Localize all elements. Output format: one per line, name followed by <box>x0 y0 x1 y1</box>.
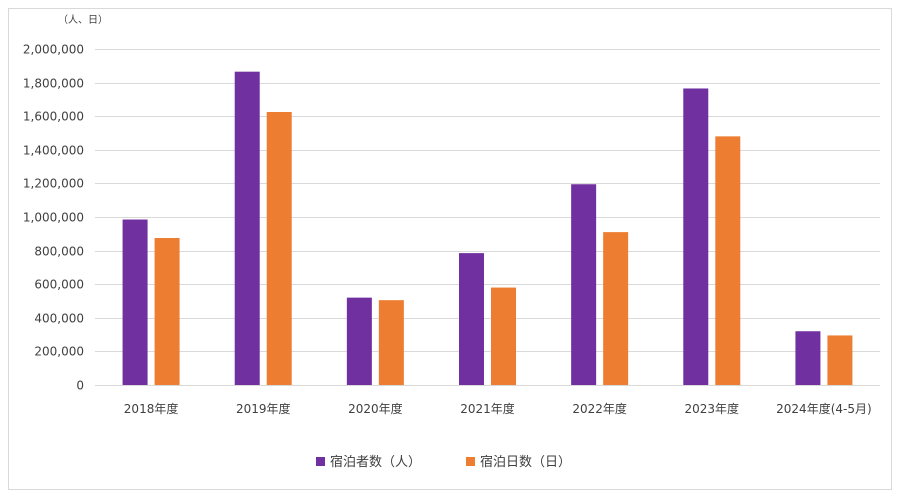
legend: 宿泊者数（人） 宿泊日数（日） <box>316 454 571 470</box>
bar-nights-4 <box>603 232 629 385</box>
bar-guests-2 <box>346 297 372 385</box>
bar-guests-4 <box>571 184 597 385</box>
x-tick-label: 2023年度 <box>685 401 740 416</box>
legend-swatch-nights <box>466 457 475 466</box>
x-tick-label: 2018年度 <box>124 401 179 416</box>
x-tick-label: 2022年度 <box>572 401 627 416</box>
bar-guests-0 <box>122 219 148 385</box>
y-tick-label: 0 <box>76 379 84 393</box>
x-tick-label: 2020年度 <box>348 401 403 416</box>
y-tick-label: 1,400,000 <box>23 144 84 158</box>
bars <box>122 71 853 386</box>
gridlines <box>95 49 880 386</box>
bar-nights-6 <box>827 335 853 385</box>
bar-nights-5 <box>715 136 741 385</box>
x-tick-label: 2024年度(4-5月) <box>776 401 872 416</box>
y-tick-label: 400,000 <box>34 312 84 326</box>
y-tick-label: 600,000 <box>34 278 84 292</box>
bar-nights-0 <box>154 238 180 385</box>
bar-nights-1 <box>266 112 292 385</box>
unit-label: （人、日） <box>58 14 108 26</box>
y-tick-label: 800,000 <box>34 245 84 259</box>
y-tick-label: 1,600,000 <box>23 110 84 124</box>
bar-guests-1 <box>234 71 260 386</box>
y-axis-tick-labels: 0 200,000 400,000 600,000 800,000 1,000,000 1,… <box>23 43 84 393</box>
y-tick-label: 2,000,000 <box>23 43 84 57</box>
bar-nights-3 <box>491 287 516 385</box>
bar-guests-3 <box>459 253 484 385</box>
bar-guests-6 <box>795 331 821 385</box>
legend-label-guests: 宿泊者数（人） <box>330 454 421 470</box>
legend-label-nights: 宿泊日数（日） <box>480 454 571 470</box>
bar-nights-2 <box>378 300 404 385</box>
legend-swatch-guests <box>316 457 325 466</box>
x-tick-label: 2021年度 <box>460 401 515 416</box>
y-tick-label: 200,000 <box>34 345 84 359</box>
y-tick-label: 1,800,000 <box>23 77 84 91</box>
x-axis-tick-labels: 2018年度 2019年度 2020年度 2021年度 2022年度 2023年度 2024… <box>124 401 872 416</box>
bar-guests-5 <box>683 88 709 385</box>
y-tick-label: 1,000,000 <box>23 211 84 225</box>
y-tick-label: 1,200,000 <box>23 177 84 191</box>
x-tick-label: 2019年度 <box>236 401 291 416</box>
